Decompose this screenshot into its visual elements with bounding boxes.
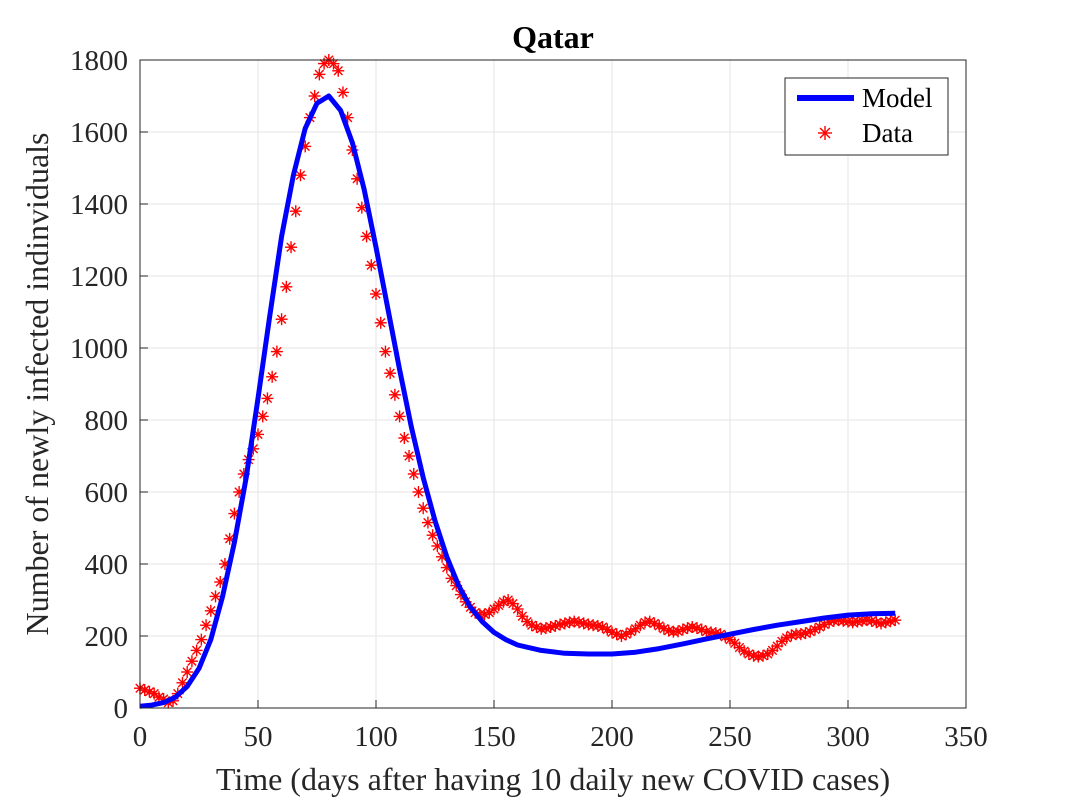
data-point — [176, 676, 189, 689]
data-point — [370, 288, 382, 300]
y-tick-label: 1600 — [70, 117, 128, 149]
data-point — [280, 280, 293, 293]
data-point — [511, 603, 524, 615]
x-tick-label: 250 — [708, 721, 752, 753]
legend-data-marker — [818, 126, 832, 140]
ticks: 0 50 100 150 200 250 300 350 0 200 400 600 800 1000 12… — [70, 45, 988, 753]
y-tick-label: 1400 — [70, 189, 128, 221]
x-tick-label: 0 — [133, 721, 148, 753]
data-point — [285, 241, 298, 254]
x-tick-label: 150 — [472, 721, 516, 753]
data-point — [200, 619, 213, 632]
data-point — [384, 367, 397, 380]
chart-title: Qatar — [512, 19, 594, 55]
data-point — [421, 516, 434, 529]
data-point — [294, 169, 307, 182]
data-point — [256, 410, 269, 423]
plot-frame — [139, 59, 967, 709]
data-point — [379, 345, 392, 358]
x-tick-label: 50 — [244, 721, 273, 753]
series-data — [134, 54, 902, 709]
data-point — [629, 622, 642, 635]
data-point — [412, 486, 425, 498]
data-point — [143, 685, 156, 698]
y-tick-label: 0 — [114, 693, 129, 725]
y-tick-label: 1200 — [70, 261, 128, 293]
data-point — [426, 529, 439, 542]
x-tick-label: 200 — [590, 721, 634, 753]
legend-model-label: Model — [862, 83, 933, 113]
data-point — [270, 345, 283, 358]
y-tick-label: 800 — [85, 405, 129, 437]
y-tick-label: 400 — [85, 549, 129, 581]
data-point — [407, 468, 420, 480]
data-point — [261, 392, 274, 405]
legend-asterisk — [818, 126, 832, 140]
legend-box — [784, 77, 949, 156]
data-point — [332, 64, 345, 77]
x-tick-label: 100 — [354, 721, 398, 753]
data-point — [388, 388, 401, 401]
series-layer — [134, 54, 902, 709]
data-point — [185, 655, 198, 668]
data-point — [889, 614, 902, 627]
data-point — [308, 90, 321, 102]
data-point — [209, 590, 222, 603]
data-point — [313, 68, 326, 81]
data-point — [365, 259, 378, 272]
data-point — [204, 604, 217, 617]
data-point — [417, 502, 430, 515]
data-point — [360, 230, 373, 243]
data-point — [761, 648, 774, 660]
data-point — [393, 410, 406, 423]
legend-data-label: Data — [862, 118, 913, 148]
data-point — [190, 644, 203, 657]
data-point — [634, 619, 647, 632]
data-point — [289, 205, 302, 218]
x-tick-label: 350 — [944, 721, 988, 753]
data-point — [403, 450, 416, 462]
y-axis-title: Number of newly infected indinviduals — [19, 133, 55, 636]
x-tick-label: 300 — [826, 721, 870, 753]
data-point — [398, 432, 411, 444]
data-point — [336, 86, 349, 99]
y-tick-label: 1000 — [70, 333, 128, 365]
legend: Model Data — [784, 77, 949, 156]
y-tick-label: 1800 — [70, 45, 128, 77]
series-model-line — [139, 93, 896, 709]
data-point — [492, 599, 505, 612]
data-point — [275, 313, 288, 326]
y-tick-label: 600 — [85, 477, 129, 509]
data-point — [775, 635, 788, 648]
x-axis-title: Time (days after having 10 daily new COV… — [216, 761, 890, 797]
data-point — [374, 316, 387, 329]
plot-background — [140, 60, 966, 708]
data-point — [672, 625, 685, 638]
data-point — [266, 370, 279, 383]
y-tick-label: 200 — [85, 621, 129, 653]
data-point — [181, 666, 194, 678]
data-point — [195, 633, 208, 646]
